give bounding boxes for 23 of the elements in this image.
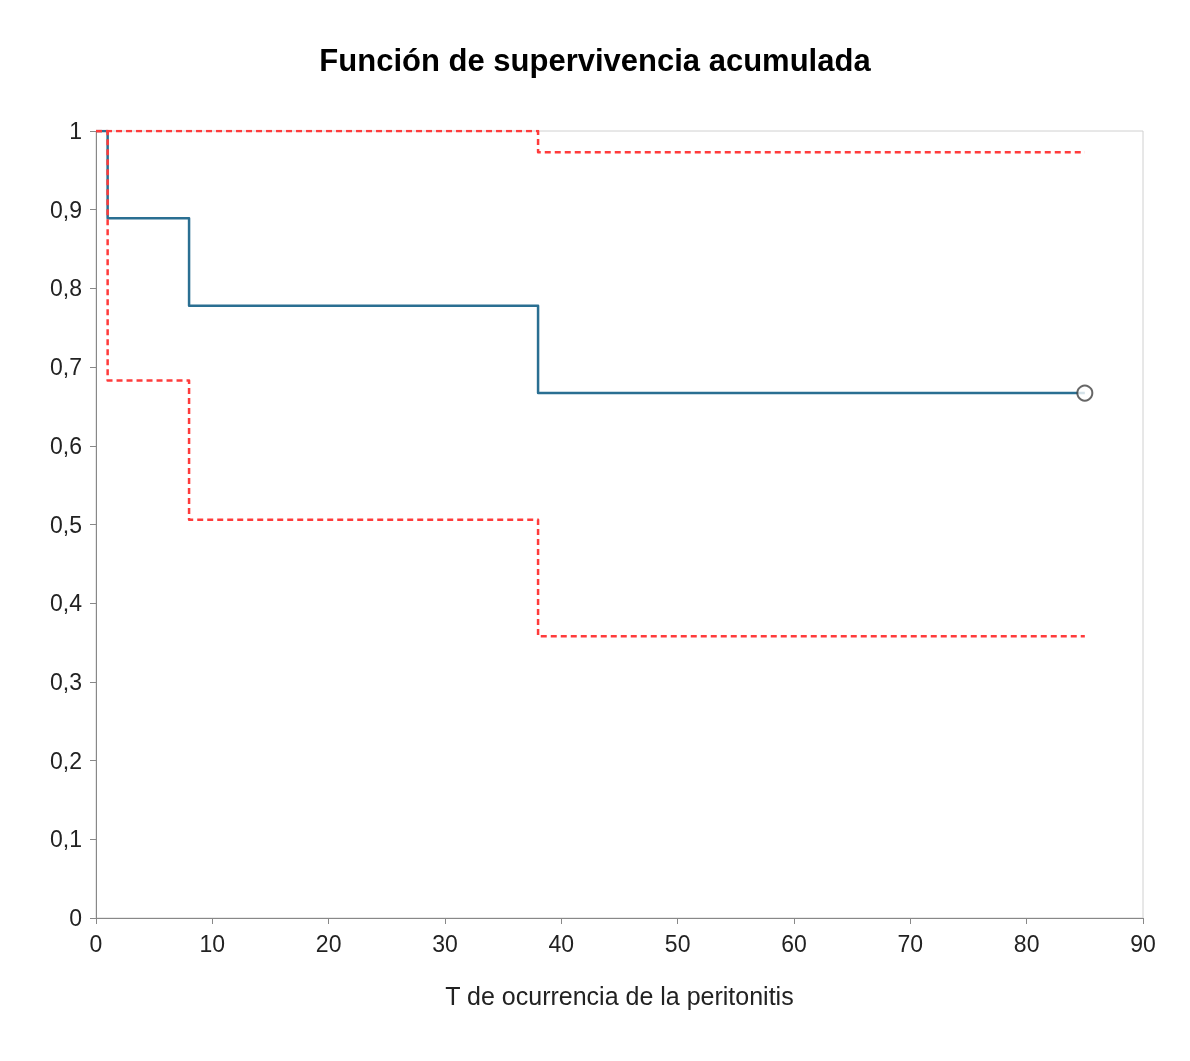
x-tick-label: 50 (664, 930, 691, 957)
x-tick-label: 30 (432, 930, 458, 957)
x-tick-label: 20 (315, 930, 342, 957)
y-tick-label: 0,7 (50, 354, 82, 381)
x-tick-label: 0 (89, 930, 103, 957)
chart-title: Función de supervivencia acumulada (319, 43, 872, 78)
y-tick-label: 0,9 (50, 196, 82, 223)
y-tick-label: 0,1 (50, 826, 82, 853)
x-tick-label: 40 (548, 930, 575, 957)
x-tick-label: 80 (1013, 930, 1040, 957)
x-tick-label: 90 (1130, 930, 1156, 957)
y-tick-label: 0,3 (50, 668, 82, 695)
y-tick-label: 0,6 (50, 432, 82, 459)
y-tick-label: 0,8 (50, 275, 82, 302)
x-axis-title: T de ocurrencia de la peritonitis (445, 981, 794, 1010)
y-tick-label: 0,5 (50, 511, 82, 538)
x-tick-label: 70 (897, 930, 924, 957)
x-tick-label: 60 (781, 930, 807, 957)
y-tick-label: 0,2 (50, 747, 82, 774)
x-tick-label: 10 (199, 930, 226, 957)
y-tick-label: 1 (69, 118, 82, 144)
y-tick-label: 0,4 (50, 590, 83, 617)
y-tick-label: 0 (69, 905, 82, 931)
